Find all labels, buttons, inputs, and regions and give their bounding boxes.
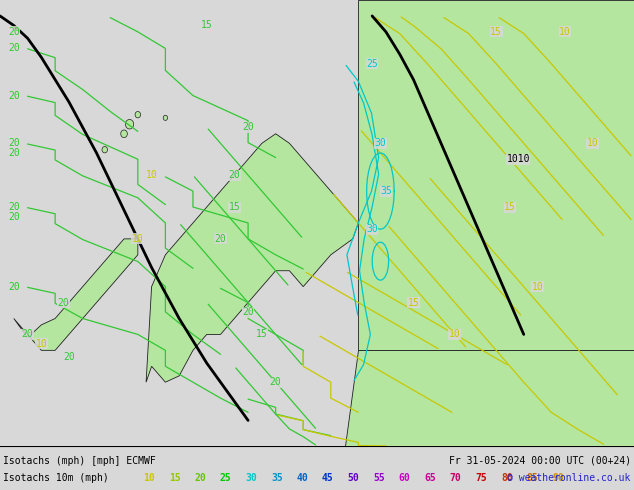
Text: 25: 25 [220,473,231,483]
Text: 75: 75 [476,473,487,483]
Polygon shape [146,134,358,382]
Text: 90: 90 [552,473,564,483]
Text: 10: 10 [146,170,157,180]
Text: 10: 10 [143,473,155,483]
Polygon shape [358,0,634,350]
Text: 20: 20 [270,377,281,387]
Text: 50: 50 [347,473,359,483]
Text: 15: 15 [490,27,502,37]
Text: 20: 20 [8,212,20,221]
Circle shape [126,120,134,129]
Text: 20: 20 [8,282,20,292]
Text: 35: 35 [380,186,392,196]
Text: 20: 20 [8,27,20,37]
Text: 55: 55 [373,473,385,483]
Polygon shape [344,350,634,446]
Text: 25: 25 [366,59,378,69]
Text: 20: 20 [194,473,206,483]
Text: 10: 10 [132,234,144,244]
Text: 70: 70 [450,473,462,483]
Text: 15: 15 [408,297,419,308]
Text: 20: 20 [242,307,254,317]
Circle shape [102,147,108,153]
Circle shape [163,115,167,121]
Text: 30: 30 [366,224,378,234]
Text: 10: 10 [587,138,598,148]
Text: 20: 20 [22,329,34,340]
Text: 20: 20 [8,91,20,100]
Text: 20: 20 [8,148,20,158]
Text: Isotachs (mph) [mph] ECMWF: Isotachs (mph) [mph] ECMWF [3,456,156,466]
Text: 85: 85 [526,473,538,483]
Text: 10: 10 [559,27,571,37]
Text: 80: 80 [501,473,513,483]
Text: 20: 20 [8,138,20,148]
Text: Fr 31-05-2024 00:00 UTC (00+24): Fr 31-05-2024 00:00 UTC (00+24) [449,456,631,466]
Text: 15: 15 [228,202,240,212]
Text: 20: 20 [8,282,20,292]
Text: 20: 20 [215,234,226,244]
Text: 60: 60 [399,473,410,483]
Text: 20: 20 [63,352,75,362]
Text: 10: 10 [532,282,543,292]
Text: Isotachs 10m (mph): Isotachs 10m (mph) [3,473,109,483]
Text: 10: 10 [449,329,461,340]
Text: 40: 40 [297,473,308,483]
Text: 15: 15 [504,202,516,212]
Text: 15: 15 [256,329,268,340]
Text: 30: 30 [245,473,257,483]
Text: 20: 20 [8,202,20,212]
Text: 20: 20 [8,43,20,53]
Circle shape [135,112,141,118]
Polygon shape [14,239,138,350]
Text: 1010: 1010 [507,154,530,164]
Text: 10: 10 [36,339,47,349]
Circle shape [120,130,127,138]
Text: 20: 20 [58,297,69,308]
Text: 45: 45 [322,473,333,483]
Text: 15: 15 [169,473,181,483]
Text: © weatheronline.co.uk: © weatheronline.co.uk [507,473,631,483]
Text: 30: 30 [375,138,386,148]
Text: 20: 20 [228,170,240,180]
Text: 20: 20 [8,91,20,100]
Text: 15: 15 [201,21,212,30]
Text: 20: 20 [242,122,254,132]
Text: 65: 65 [424,473,436,483]
Text: 35: 35 [271,473,283,483]
